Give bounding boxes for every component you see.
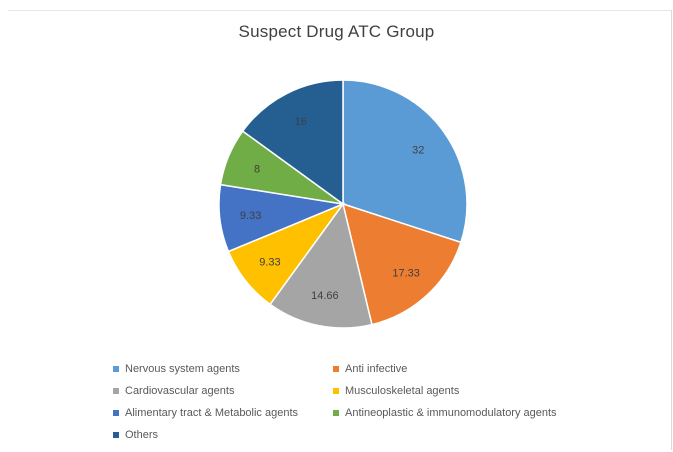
data-label: 14.66 [311, 290, 339, 302]
legend-item: Antineoplastic & immunomodulatory agents [333, 403, 633, 422]
legend-label: Nervous system agents [125, 362, 240, 375]
legend-label: Cardiovascular agents [125, 384, 235, 397]
chart-legend: Nervous system agents Anti infective Cardi… [113, 359, 633, 444]
legend-label: Musculoskeletal agents [345, 384, 460, 397]
legend-item: Anti infective [333, 359, 633, 378]
legend-item: Alimentary tract & Metabolic agents [113, 403, 333, 422]
legend-label: Others [125, 428, 159, 441]
pie-slice [341, 202, 462, 326]
data-label: 32 [412, 144, 424, 156]
data-label: 8 [254, 163, 260, 175]
legend-item: Musculoskeletal agents [333, 381, 633, 400]
pie-slice [241, 79, 344, 206]
legend-label: Antineoplastic & immunomodulatory agents [345, 406, 557, 419]
legend-item: Cardiovascular agents [113, 381, 333, 400]
pie-slice [269, 202, 373, 329]
legend-swatch [113, 365, 119, 372]
legend-label: Alimentary tract & Metabolic agents [125, 406, 299, 419]
chart-title: Suspect Drug ATC Group [238, 22, 435, 41]
data-label: 17.33 [392, 267, 420, 279]
legend-swatch [113, 409, 119, 416]
pie-labels: 32 17.33 14.66 9.33 9.33 8 16 [240, 116, 424, 302]
legend-swatch [333, 387, 339, 394]
legend-item: Others [113, 425, 333, 444]
legend-swatch [333, 365, 339, 372]
legend-item: Nervous system agents [113, 359, 333, 378]
data-label: 9.33 [259, 257, 280, 269]
legend-swatch [113, 387, 119, 394]
data-label: 16 [295, 116, 307, 128]
legend-swatch [113, 431, 119, 438]
pie-slices [218, 79, 468, 329]
legend-swatch [333, 409, 339, 416]
pie-slice [342, 79, 468, 244]
data-label: 9.33 [240, 210, 261, 222]
legend-label: Anti infective [345, 362, 408, 375]
